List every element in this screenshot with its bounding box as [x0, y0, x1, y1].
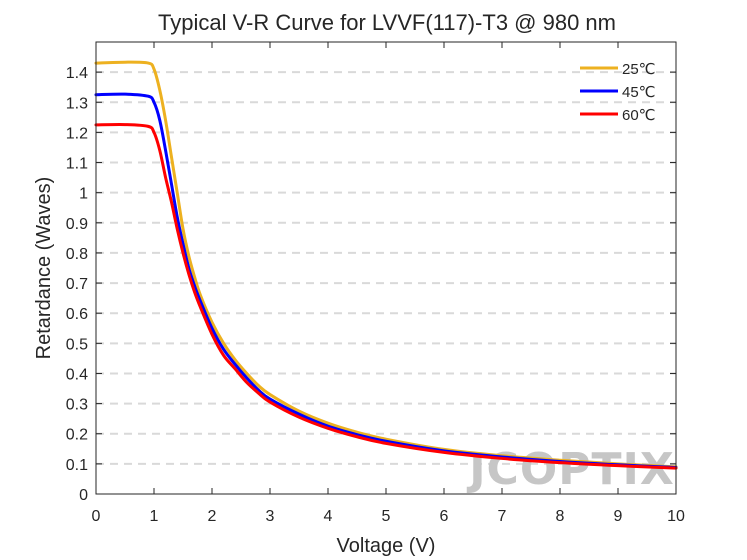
series-line-1 — [94, 92, 678, 469]
y-tick-label: 0.6 — [66, 306, 88, 323]
y-tick-label: 0.8 — [66, 246, 88, 263]
y-tick-label: 1.1 — [66, 156, 88, 173]
series-line-2 — [94, 123, 678, 470]
grid-lines — [96, 71, 676, 465]
y-tick-label: 0 — [79, 487, 88, 504]
y-axis-label: Retardance (Waves) — [33, 177, 55, 360]
y-tick-label: 0.9 — [66, 216, 88, 233]
legend: 25℃ 45℃ 60℃ — [580, 61, 656, 124]
y-tick-label: 1.3 — [66, 95, 88, 112]
legend-label-2: 60℃ — [622, 107, 656, 124]
x-tick-label: 6 — [440, 508, 449, 525]
x-tick-label: 5 — [382, 508, 391, 525]
x-tick-label: 3 — [266, 508, 275, 525]
y-tick-label: 1.4 — [66, 65, 88, 82]
series-lines — [94, 60, 678, 470]
y-tick-label: 0.3 — [66, 397, 88, 414]
y-tick-label: 1.2 — [66, 125, 88, 142]
y-tick-label: 0.4 — [66, 366, 88, 383]
x-tick-label: 2 — [208, 508, 217, 525]
y-tick-label: 0.1 — [66, 457, 88, 474]
legend-label-0: 25℃ — [622, 61, 656, 78]
y-tick-label: 1 — [79, 186, 88, 203]
legend-label-1: 45℃ — [622, 84, 656, 101]
x-tick-label: 8 — [556, 508, 565, 525]
x-tick-label: 7 — [498, 508, 507, 525]
x-tick-label: 4 — [324, 508, 333, 525]
x-tick-label: 1 — [150, 508, 159, 525]
y-tick-label: 0.5 — [66, 336, 88, 353]
series-line-0 — [94, 60, 678, 469]
x-tick-label: 10 — [667, 508, 685, 525]
x-axis-label: Voltage (V) — [337, 535, 436, 557]
y-tick-label: 0.2 — [66, 427, 88, 444]
chart-title: Typical V-R Curve for LVVF(117)-T3 @ 980… — [158, 10, 616, 35]
watermark-logo: JCOPTIX — [466, 444, 675, 495]
y-tick-label: 0.7 — [66, 276, 88, 293]
axis-ticks: 0 0.1 0.2 0.3 0.4 0.5 0.6 0.7 0.8 0.9 1 1.1 1.2 1.3 1.… — [66, 42, 685, 525]
x-tick-label: 9 — [614, 508, 623, 525]
x-tick-label: 0 — [92, 508, 101, 525]
plot-area-frame — [95, 41, 677, 495]
